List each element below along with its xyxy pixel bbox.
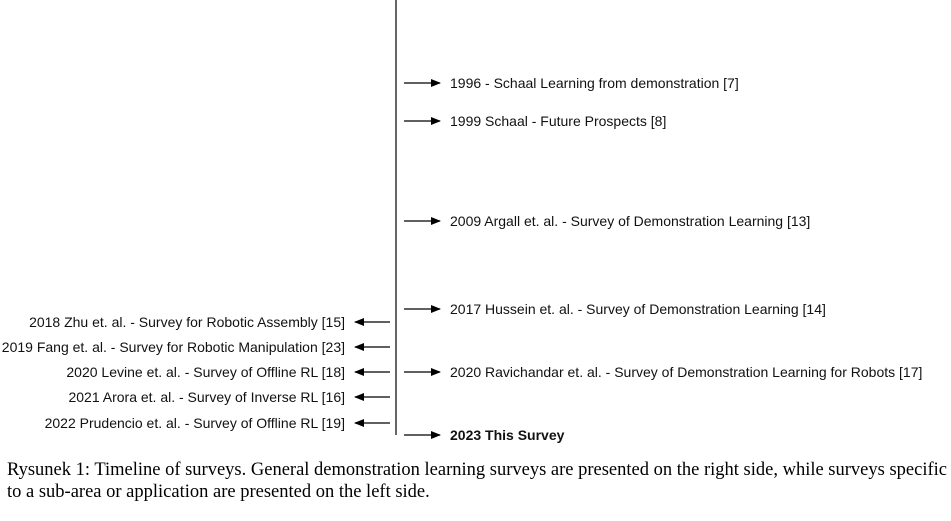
left-entry: 2021 Arora et. al. - Survey of Inverse R… — [68, 389, 390, 405]
left-entry: 2018 Zhu et. al. - Survey for Robotic As… — [29, 314, 390, 330]
right-entry: 2009 Argall et. al. - Survey of Demonstr… — [404, 213, 810, 229]
right-entry: 2023 This Survey — [404, 427, 565, 443]
right-entry: 2017 Hussein et. al. - Survey of Demonst… — [404, 301, 826, 317]
right-entry-label: 1999 Schaal - Future Prospects [8] — [450, 113, 666, 129]
right-entry-label: 2023 This Survey — [450, 427, 565, 443]
right-entry: 1996 - Schaal Learning from demonstratio… — [404, 75, 739, 91]
left-entry: 2022 Prudencio et. al. - Survey of Offli… — [45, 415, 390, 431]
left-entry: 2020 Levine et. al. - Survey of Offline … — [66, 364, 390, 380]
right-entry: 2020 Ravichandar et. al. - Survey of Dem… — [404, 364, 922, 380]
left-entries: 2018 Zhu et. al. - Survey for Robotic As… — [2, 314, 390, 431]
left-entry-label: 2022 Prudencio et. al. - Survey of Offli… — [45, 415, 345, 431]
right-entry-label: 2020 Ravichandar et. al. - Survey of Dem… — [450, 364, 922, 380]
right-entry-label: 2017 Hussein et. al. - Survey of Demonst… — [450, 301, 826, 317]
figure-caption: Rysunek 1: Timeline of surveys. General … — [7, 460, 947, 502]
right-entries: 1996 - Schaal Learning from demonstratio… — [404, 75, 922, 443]
left-entry-label: 2021 Arora et. al. - Survey of Inverse R… — [68, 389, 345, 405]
left-entry-label: 2019 Fang et. al. - Survey for Robotic M… — [2, 339, 345, 355]
right-entry-label: 2009 Argall et. al. - Survey of Demonstr… — [450, 213, 810, 229]
timeline-diagram: 1996 - Schaal Learning from demonstratio… — [2, 0, 922, 443]
left-entry: 2019 Fang et. al. - Survey for Robotic M… — [2, 339, 390, 355]
left-entry-label: 2020 Levine et. al. - Survey of Offline … — [66, 364, 345, 380]
left-entry-label: 2018 Zhu et. al. - Survey for Robotic As… — [29, 314, 345, 330]
right-entry: 1999 Schaal - Future Prospects [8] — [404, 113, 666, 129]
right-entry-label: 1996 - Schaal Learning from demonstratio… — [450, 75, 739, 91]
